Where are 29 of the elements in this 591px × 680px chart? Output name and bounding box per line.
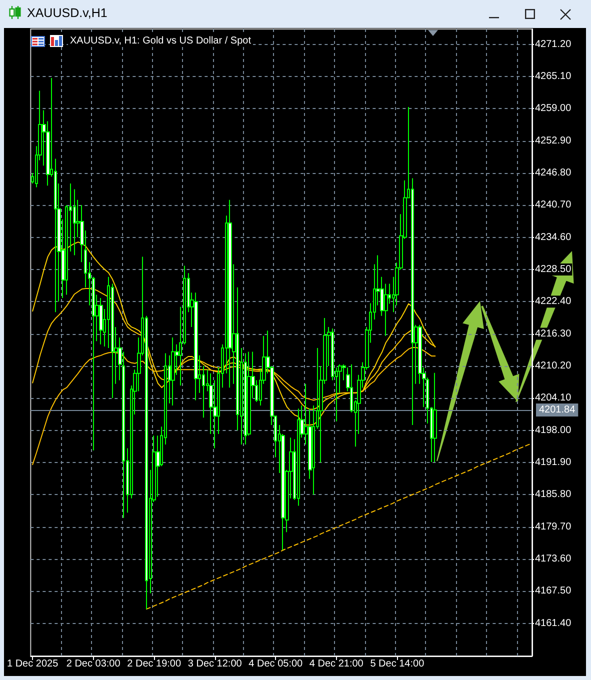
y-tick-label: 4228.50: [535, 264, 572, 275]
ref-line-label: 4201.84: [539, 404, 576, 416]
y-tick-label: 4265.10: [535, 70, 572, 82]
text: XAUUSD.v, H1: Gold vs US Dollar / Spot: [70, 36, 252, 46]
x-tick-label: 4 Dec 21:00: [309, 658, 364, 670]
y-tick-label: 4234.60: [535, 232, 572, 243]
x-tick-label: 2 Dec 19:00: [127, 658, 182, 670]
y-tick-label: 4161.40: [535, 618, 572, 629]
x-tick-label: 2 Dec 03:00: [66, 658, 121, 670]
y-tick-label: 4191.90: [535, 456, 572, 468]
y-tick-label: 4246.80: [535, 167, 572, 178]
chart-title: XAUUSD.v,H1: [27, 5, 108, 21]
y-tick-label: 4185.80: [535, 489, 572, 500]
y-tick-label: 4198.00: [535, 424, 572, 436]
y-tick-label: 4222.40: [535, 296, 572, 308]
y-tick-label: 4173.60: [535, 553, 572, 564]
y-tick-label: 4252.90: [535, 135, 572, 146]
y-tick-label: 4271.20: [535, 38, 572, 50]
x-tick-label: 4 Dec 05:00: [248, 658, 304, 670]
y-tick-label: 4240.70: [535, 200, 572, 211]
x-tick-label: 5 Dec 14:00: [370, 658, 425, 670]
y-tick-label: 4216.30: [535, 328, 572, 340]
y-tick-label: 4179.70: [535, 521, 572, 532]
y-tick-label: 4204.10: [535, 392, 572, 404]
x-tick-label: 1 Dec 2025: [6, 658, 59, 670]
y-tick-label: 4210.20: [535, 360, 572, 372]
y-tick-label: 4259.00: [535, 103, 572, 114]
y-tick-label: 4167.50: [535, 586, 572, 597]
x-tick-label: 3 Dec 12:00: [188, 658, 242, 670]
